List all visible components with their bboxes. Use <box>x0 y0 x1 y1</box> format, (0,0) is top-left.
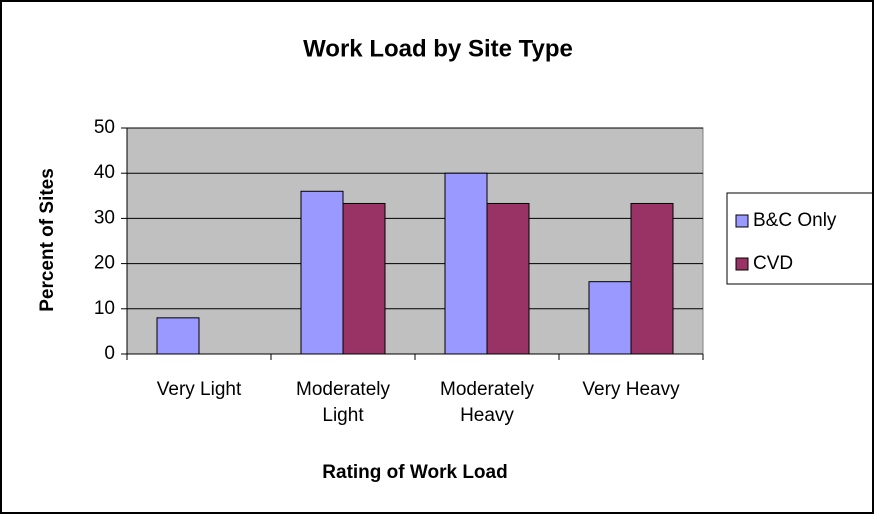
y-tick-label: 50 <box>94 117 115 138</box>
legend-box <box>726 192 872 285</box>
bar <box>486 202 530 355</box>
bar <box>588 281 632 355</box>
legend-label: B&C Only <box>753 210 837 231</box>
y-tick-label: 40 <box>94 162 115 183</box>
x-tick-label: Moderately Heavy <box>440 379 534 426</box>
bar <box>444 172 488 355</box>
x-tick-label: Very Light <box>156 379 242 400</box>
bar <box>156 317 200 355</box>
y-tick-label: 30 <box>94 207 115 228</box>
y-tick-label: 0 <box>104 343 115 364</box>
y-tick-label: 10 <box>94 298 115 319</box>
legend-swatch <box>735 214 749 228</box>
legend-swatch <box>735 257 749 271</box>
bar <box>300 190 344 355</box>
x-tick-label: Very Heavy <box>582 379 680 400</box>
bar <box>342 202 386 355</box>
x-tick-label: Moderately Light <box>296 379 390 426</box>
chart-title: Work Load by Site Type <box>303 35 573 62</box>
bar <box>630 202 674 355</box>
legend-label: CVD <box>753 253 793 274</box>
y-axis-label: Percent of Sites <box>37 168 58 312</box>
x-axis-label: Rating of Work Load <box>322 462 507 483</box>
y-tick-label: 20 <box>94 253 115 274</box>
